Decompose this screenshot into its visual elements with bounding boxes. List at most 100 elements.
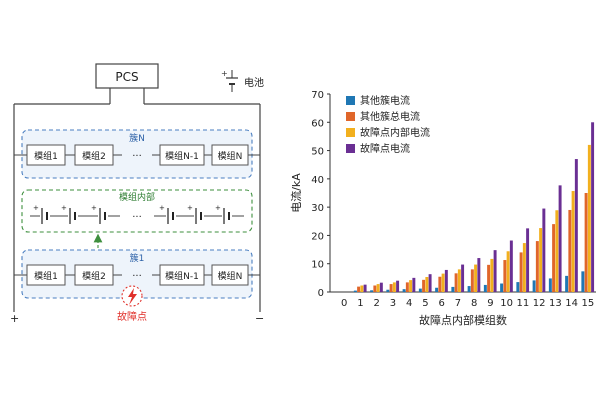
x-tick-label: 12: [533, 298, 546, 309]
x-tick-label: 8: [471, 298, 477, 309]
bar: [522, 243, 526, 292]
positive-terminal: +: [10, 312, 19, 325]
cluster-n-label: 簇N: [129, 132, 145, 144]
bar: [454, 273, 458, 292]
x-tick-label: 9: [487, 298, 493, 309]
y-tick-label: 60: [311, 118, 324, 129]
bar: [539, 228, 543, 292]
bar: [418, 288, 422, 292]
svg-text:+: +: [187, 204, 193, 212]
bar: [552, 224, 556, 292]
y-tick-label: 40: [311, 175, 324, 186]
bar: [444, 269, 448, 292]
svg-text:+: +: [159, 204, 165, 212]
bar: [584, 193, 588, 292]
lightning-icon: [128, 288, 137, 305]
x-tick-label: 7: [455, 298, 461, 309]
ellipsis: ···: [132, 271, 142, 282]
bar: [370, 290, 374, 292]
bar: [516, 282, 520, 292]
x-tick-label: 6: [438, 298, 444, 309]
svg-text:+: +: [215, 204, 221, 212]
pcs-label: PCS: [115, 70, 138, 84]
battery-cell-icon: +: [91, 204, 108, 225]
bar: [555, 210, 559, 292]
battery-legend-label: 电池: [244, 76, 264, 89]
bar: [519, 252, 523, 292]
battery-system-diagram: PCS + 电池 簇N 模组1 模组2 ··· 模组N-1: [10, 63, 264, 325]
ellipsis: ···: [132, 212, 142, 223]
bar: [353, 290, 357, 292]
bar: [568, 209, 572, 292]
bar: [396, 280, 400, 292]
bar: [535, 241, 539, 292]
y-tick-label: 70: [311, 90, 324, 101]
bar: [428, 274, 432, 292]
fault-point-label: 故障点: [117, 310, 147, 323]
bar: [526, 228, 530, 292]
svg-text:+: +: [221, 69, 228, 78]
bar: [581, 271, 585, 292]
bar: [542, 208, 546, 292]
module-label: 模组2: [82, 150, 106, 162]
bar: [376, 284, 380, 292]
legend-label: 故障点内部电流: [360, 126, 430, 139]
module-label: 模组1: [34, 270, 58, 282]
bar: [363, 284, 367, 292]
negative-terminal: −: [255, 312, 264, 325]
bar: [591, 122, 595, 293]
bar: [373, 285, 377, 292]
bar: [360, 285, 364, 292]
ellipsis: ···: [132, 151, 142, 162]
ellipsis-gap: [120, 210, 154, 222]
bar: [379, 282, 383, 292]
ellipsis-gap: [122, 268, 152, 282]
bar: [565, 275, 569, 292]
bar: [574, 159, 578, 292]
bar: [422, 279, 426, 292]
cluster-1-label: 簇1: [130, 252, 145, 264]
legend-swatch: [346, 144, 355, 153]
bar: [392, 282, 396, 292]
bar: [405, 282, 409, 292]
y-tick-label: 20: [311, 231, 324, 242]
x-tick-label: 11: [517, 298, 530, 309]
bar: [571, 191, 575, 292]
ellipsis-gap: [122, 148, 152, 162]
bar: [548, 278, 552, 292]
cluster-1-modules: 模组1 模组2 ··· 模组N-1 模组N: [26, 264, 249, 286]
module-box: [74, 144, 114, 166]
module-label: 模组N-1: [165, 270, 199, 282]
y-tick-label: 50: [311, 147, 324, 158]
bar: [558, 185, 562, 292]
battery-legend-icon: +: [221, 69, 238, 92]
x-tick-label: 2: [373, 298, 379, 309]
bar: [435, 287, 439, 292]
battery-cell-icon: +: [33, 204, 50, 225]
bar: [483, 284, 487, 292]
bar: [412, 277, 416, 292]
module-box: [74, 264, 114, 286]
module-box: [26, 144, 66, 166]
bar: [500, 283, 504, 292]
pcs-box: [95, 63, 159, 89]
y-axis-label: 电流/kA: [289, 173, 303, 213]
cluster-n-modules: 模组1 模组2 ··· 模组N-1 模组N: [26, 144, 249, 166]
y-axis: 0 10 20 30 40 50 60 70: [311, 90, 331, 299]
x-axis-label: 故障点内部模组数: [419, 313, 507, 327]
legend-swatch: [346, 112, 355, 121]
x-tick-label: 0: [341, 298, 347, 309]
module-label: 模组N-1: [165, 150, 199, 162]
x-tick-label: 14: [565, 298, 578, 309]
bar: [409, 280, 413, 292]
bar: [503, 260, 507, 292]
bar: [509, 240, 513, 292]
battery-cell-icon: +: [61, 204, 78, 225]
x-tick-label: 1: [357, 298, 363, 309]
bar: [425, 277, 429, 292]
x-tick-label: 15: [582, 298, 595, 309]
cell-string: + + + ··· + + +: [33, 204, 232, 225]
bar: [402, 289, 406, 292]
